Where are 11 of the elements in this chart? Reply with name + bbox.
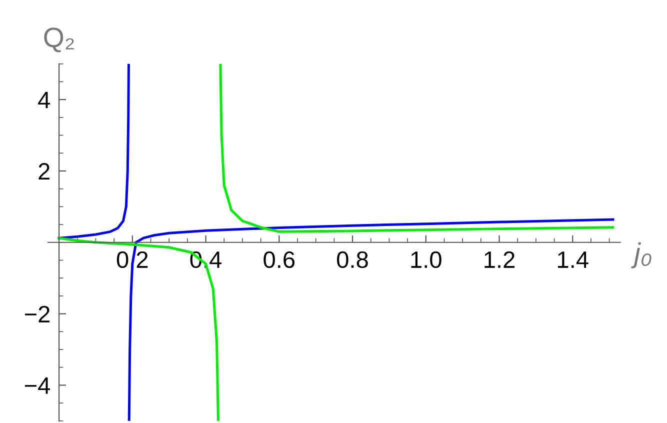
x-axis-title: j₀ bbox=[631, 242, 652, 268]
y-tick-label: 2 bbox=[38, 163, 50, 180]
x-tick-label: 0.6 bbox=[264, 251, 295, 268]
y-tick-label: −4 bbox=[24, 377, 50, 394]
y-axis-title: Q₂ bbox=[44, 28, 74, 52]
y-tick-label: −2 bbox=[24, 306, 50, 322]
x-tick-label: 0.8 bbox=[337, 251, 368, 268]
x-tick-label: 1.2 bbox=[484, 251, 514, 268]
x-tick-label: 1.4 bbox=[558, 252, 588, 268]
y-tick-label: 4 bbox=[38, 92, 50, 108]
x-tick-label: 1.0 bbox=[411, 251, 442, 268]
